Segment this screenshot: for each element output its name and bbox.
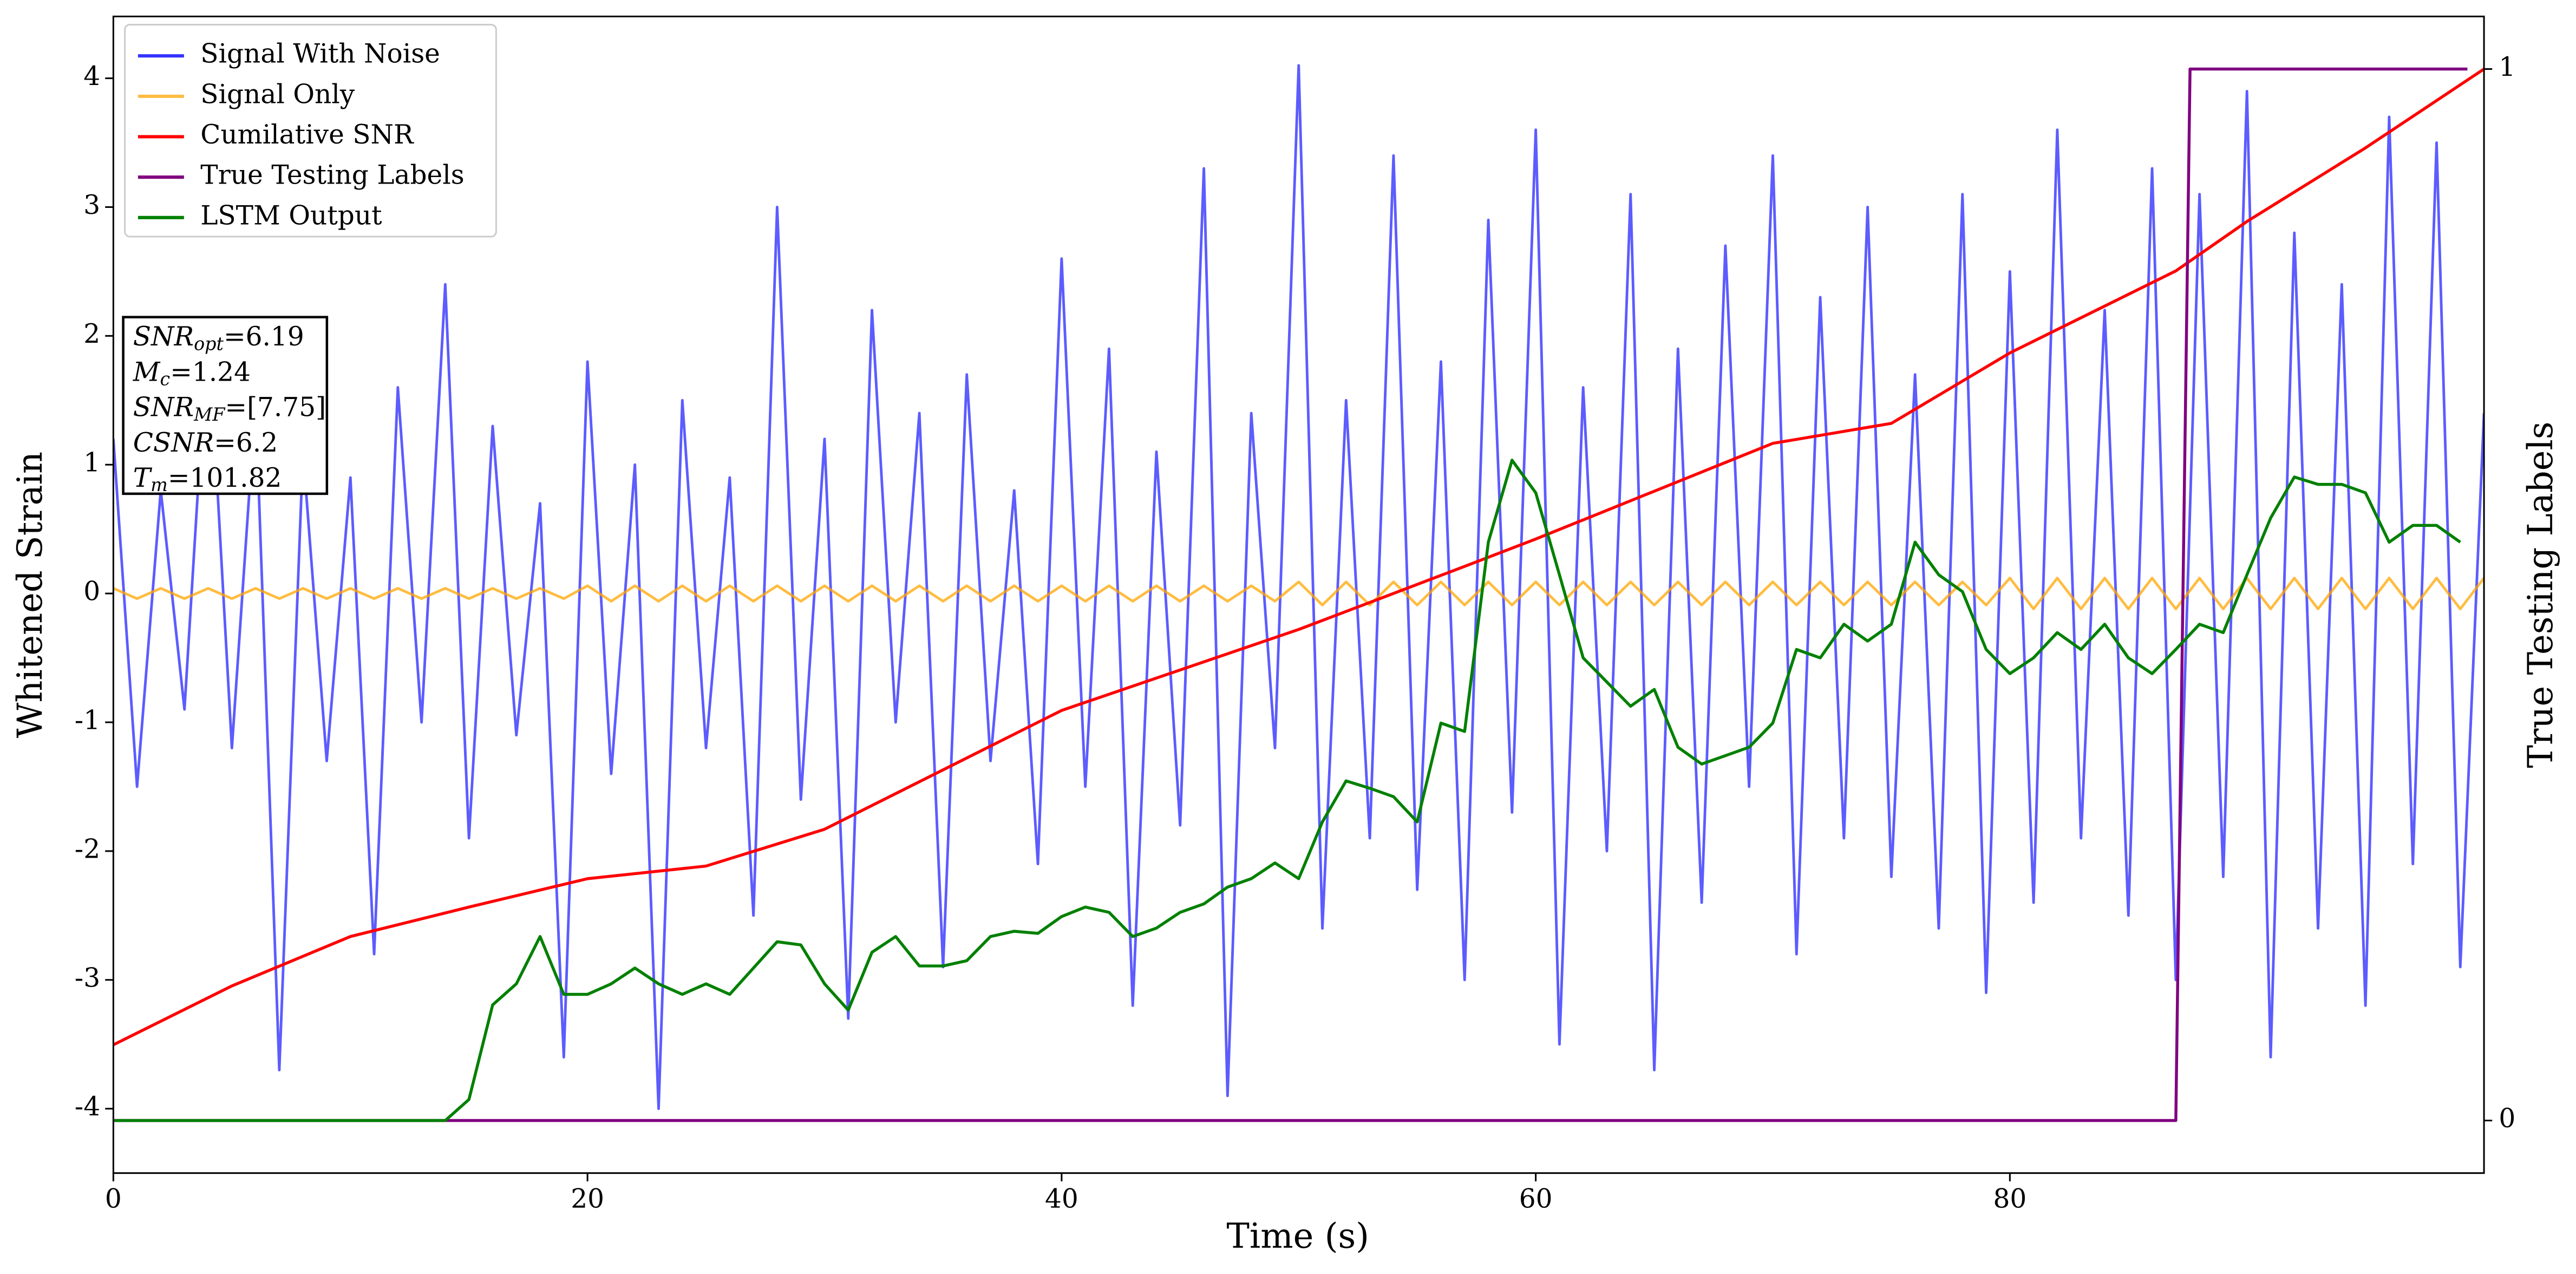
series-line	[113, 459, 2461, 1122]
y-tick-label: 1	[83, 448, 100, 478]
annotation-subscript: m	[151, 474, 168, 495]
series-line	[113, 67, 2468, 1122]
y-tick-label: 4	[83, 61, 100, 92]
series-line	[113, 577, 2485, 611]
y2-tick-label: 1	[2499, 52, 2515, 82]
y-tick-label: -1	[75, 705, 100, 736]
x-tick-label: 0	[105, 1184, 122, 1214]
annotation-symbol: SNR	[133, 392, 194, 422]
y-tick-label: -2	[75, 834, 100, 864]
y-tick-label: -3	[75, 963, 100, 993]
annotation-line: CSNR=6.2	[133, 427, 278, 458]
annotation-subscript: c	[160, 369, 171, 390]
legend-label: Cumilative SNR	[200, 120, 414, 150]
y-tick-label: 0	[83, 577, 100, 607]
y2-axis-label: True Testing Labels	[2521, 422, 2561, 768]
annotation-line: SNRopt=6.19	[133, 322, 304, 355]
series-line	[113, 64, 2485, 1110]
annotation-value: =101.82	[168, 463, 282, 493]
legend-label: Signal Only	[200, 79, 355, 109]
annotation-value: =1.24	[170, 357, 251, 387]
annotation-line: Tm=101.82	[133, 463, 282, 496]
y-tick-label: -4	[75, 1092, 100, 1122]
annotation-line: SNRMF=[7.75]	[133, 392, 326, 425]
y2-tick-label: 0	[2499, 1103, 2515, 1134]
annotation-symbol: SNR	[133, 322, 194, 352]
y-tick-label: 2	[83, 319, 100, 349]
y-axis-label: Whitened Strain	[10, 452, 50, 738]
legend-label: Signal With Noise	[200, 39, 440, 69]
annotation-line: Mc=1.24	[133, 357, 251, 390]
annotation-value: =[7.75]	[225, 392, 326, 422]
annotation-symbol: M	[133, 357, 161, 387]
annotation-subscript: opt	[194, 333, 224, 354]
annotation-value: =6.19	[224, 322, 304, 352]
x-axis-label: Time (s)	[1226, 1217, 1369, 1257]
legend-label: LSTM Output	[200, 200, 382, 231]
annotation-subscript: MF	[193, 404, 226, 425]
annotation-value: =6.2	[214, 427, 278, 458]
x-tick-label: 80	[1993, 1184, 2026, 1214]
legend-label: True Testing Labels	[200, 160, 465, 191]
legend-box	[124, 24, 497, 238]
plot-frame	[112, 15, 2485, 1174]
annotation-symbol: CSNR	[133, 427, 214, 458]
x-tick-label: 20	[571, 1184, 604, 1214]
y-tick-label: 3	[83, 190, 100, 220]
x-tick-label: 60	[1519, 1184, 1553, 1214]
annotation-box	[122, 316, 329, 495]
annotation-symbol: T	[133, 463, 153, 493]
x-tick-label: 40	[1045, 1184, 1078, 1214]
